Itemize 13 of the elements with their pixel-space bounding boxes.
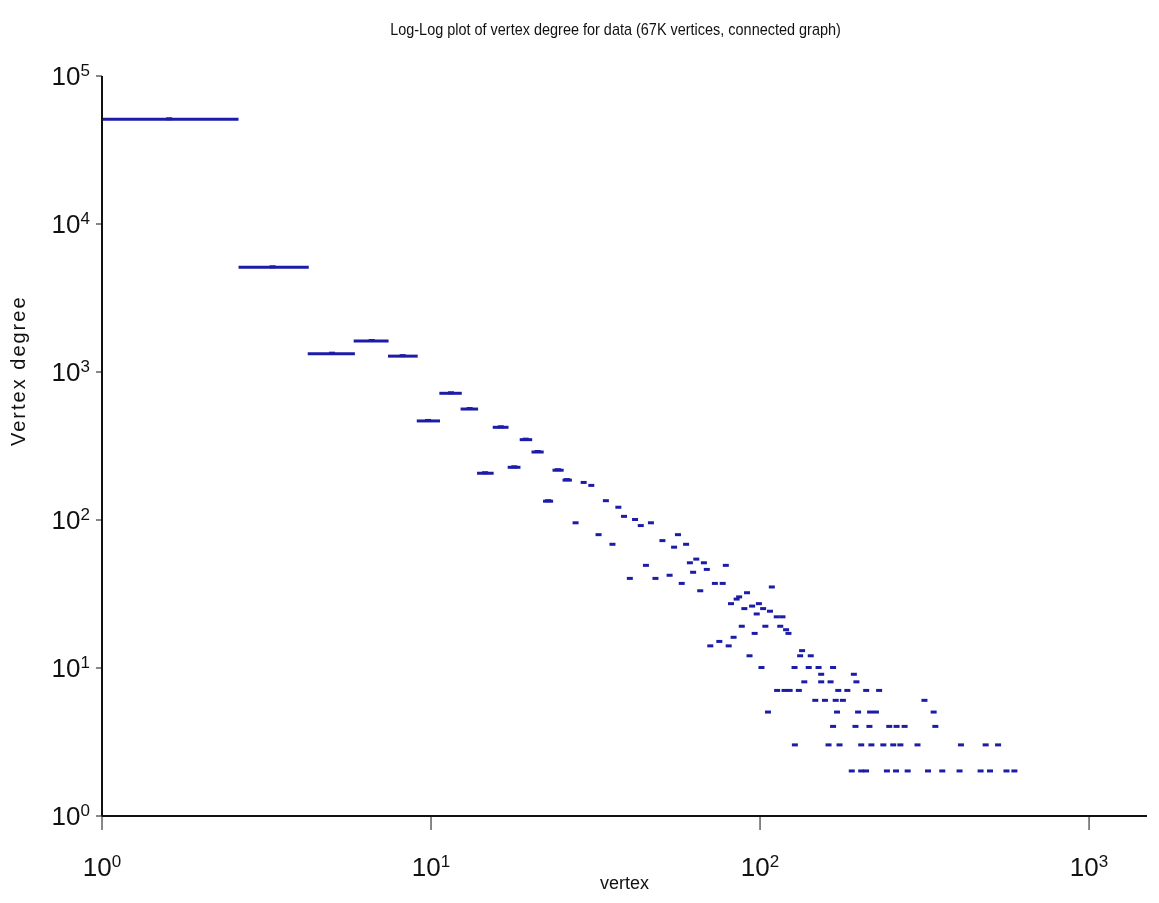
y-axis-title: Vertex degree [7, 295, 30, 446]
chart-title: Log-Log plot of vertex degree for data (67K vertices, connected graph) [389, 20, 842, 40]
y-tick-label: 10$^{4}$ [51, 208, 90, 239]
y-tick-label: 10$^{2}$ [51, 504, 90, 535]
x-tick-label: 10$^{1}$ [411, 851, 451, 882]
y-tick-label: 10$^{1}$ [51, 652, 90, 683]
y-tick-label: 10$^{3}$ [51, 356, 90, 387]
x-axis-title: vertex [599, 873, 650, 893]
x-tick-label: 10$^{3}$ [1069, 851, 1109, 882]
y-tick-label: 10$^{5}$ [51, 60, 90, 91]
x-tick-label: 10$^{0}$ [82, 851, 122, 882]
x-tick-label: 10$^{2}$ [740, 851, 780, 882]
y-tick-label: 10$^{0}$ [51, 800, 90, 831]
